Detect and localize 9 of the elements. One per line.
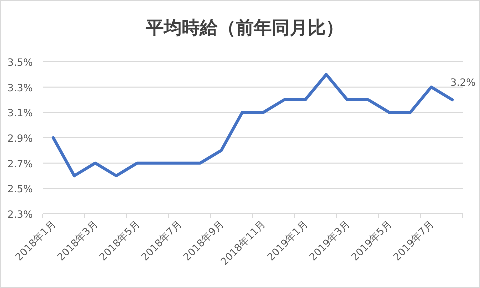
y-tick-label: 2.3% [8,210,33,221]
y-tick-label: 2.9% [8,134,33,145]
y-tick-label: 2.5% [8,184,33,196]
chart-title: 平均時給（前年同月比） [145,18,344,39]
y-tick-label: 2.7% [8,159,33,170]
y-tick-label: 3.3% [8,83,33,94]
y-tick-label: 3.1% [8,108,33,120]
y-tick-label: 3.5% [8,58,33,69]
data-label: 3.2% [450,78,476,89]
